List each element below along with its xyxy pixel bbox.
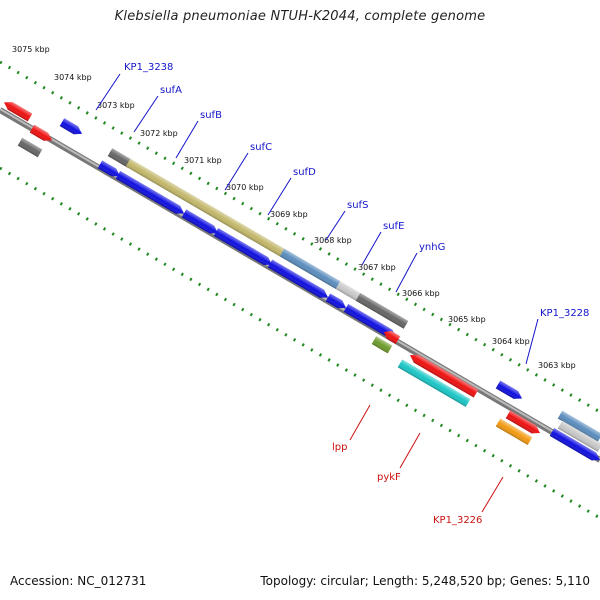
gene-small-red[interactable] [382,328,401,345]
gene-sufS[interactable] [335,281,361,301]
gene-KP1_3226[interactable] [495,418,533,446]
gene-sufE-ynhG[interactable] [355,292,409,329]
scale-tick-label: 3071 kbp [184,156,222,165]
gene-leader-line [224,152,249,191]
genome-summary-text: Topology: circular; Length: 5,248,520 bp… [260,574,590,588]
scale-tick-label: 3066 kbp [402,289,440,298]
gene-block-left-4[interactable] [59,118,85,137]
gene-label-KP1_3238[interactable]: KP1_3238 [124,62,173,73]
gene-label-sufD[interactable]: sufD [293,167,316,178]
scale-tick-label: 3068 kbp [314,236,352,245]
scale-tick-label: 3073 kbp [97,101,135,110]
gene-leader-line [267,177,292,216]
cds-forward-1[interactable] [97,160,123,179]
cds-forward-9[interactable] [549,428,600,464]
gene-label-ynhG[interactable]: ynhG [419,242,445,253]
upper-scale-track [0,60,600,414]
gene-leader-line [133,95,159,133]
cds-forward-5[interactable] [267,259,331,302]
gene-leader-line [525,318,539,365]
gene-pykF[interactable] [397,359,471,407]
gene-label-sufE[interactable]: sufE [383,221,404,232]
gene-leader-line [399,432,421,469]
cds-forward-4[interactable] [213,228,275,268]
gene-KP1_3228[interactable] [557,410,600,442]
cds-forward-3[interactable] [181,209,221,237]
gene-red-right[interactable] [505,410,543,436]
gene-leader-line [349,404,371,441]
cds-forward-6[interactable] [325,293,349,311]
gene-block-left-1[interactable] [2,98,33,122]
scale-tick-label: 3074 kbp [54,73,92,82]
scale-tick-label: 3069 kbp [270,210,308,219]
gene-sufA-sufB[interactable] [125,158,198,206]
gene-block-left-2[interactable] [29,124,55,144]
gene-label-sufB[interactable]: sufB [200,110,222,121]
gene-label-sufS[interactable]: sufS [347,200,368,211]
map-title: Klebsiella pneumoniae NTUH-K2044, comple… [114,9,486,24]
gene-sufD[interactable] [279,248,341,290]
cds-forward-8[interactable] [495,380,525,403]
gene-pykF-upstream[interactable] [408,351,479,398]
gene-label-KP1_3226[interactable]: KP1_3226 [433,515,482,526]
cds-forward-7[interactable] [343,303,399,341]
gene-leader-line [175,120,199,159]
accession-text: Accession: NC_012731 [10,574,147,588]
gene-block-left-3[interactable] [17,137,43,158]
gene-lpp[interactable] [371,336,393,354]
scale-tick-label: 3072 kbp [140,129,178,138]
gene-leader-line [481,476,504,513]
scale-tick-label: 3065 kbp [448,315,486,324]
gene-leader-line [325,210,346,241]
gene-leader-line [395,252,418,293]
gene-label-sufC[interactable]: sufC [250,142,272,153]
scale-tick-label: 3064 kbp [492,337,530,346]
scale-tick-label: 3075 kbp [12,45,50,54]
gene-sufC[interactable] [192,197,285,257]
gene-right-silver[interactable] [557,420,600,452]
cds-forward-2[interactable] [115,170,187,217]
scale-tick-label: 3063 kbp [538,361,576,370]
gene-leader-line [361,231,382,266]
gene-label-KP1_3228[interactable]: KP1_3228 [540,308,589,319]
gene-KP1_3238[interactable] [107,148,133,168]
gene-label-sufA[interactable]: sufA [160,85,182,96]
gene-leader-line [95,73,121,111]
scale-tick-label: 3070 kbp [226,183,264,192]
gene-label-pykF[interactable]: pykF [377,472,401,483]
scale-tick-label: 3067 kbp [358,263,396,272]
gene-label-lpp[interactable]: lpp [332,442,347,453]
